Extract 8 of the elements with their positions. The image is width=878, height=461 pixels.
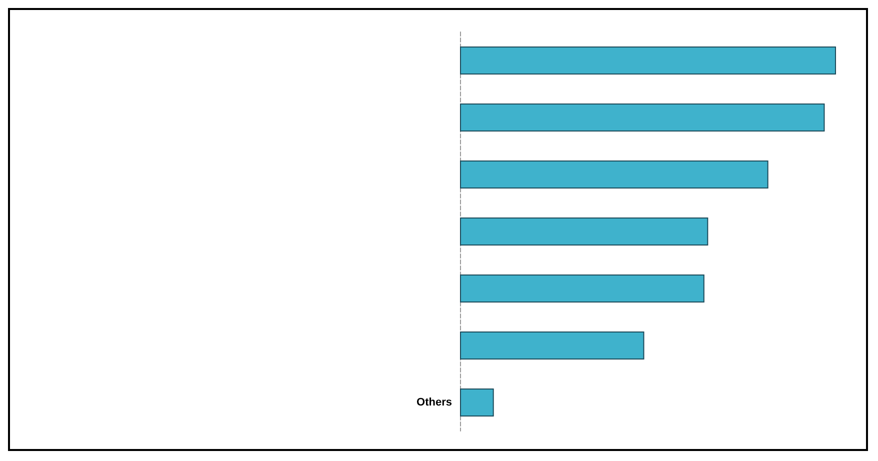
bar: [460, 104, 825, 132]
bar: [460, 218, 708, 246]
bar: [460, 388, 494, 416]
bar: [460, 160, 768, 188]
bar: [460, 332, 644, 360]
bar: [460, 274, 704, 302]
y-tick-label: Others: [416, 396, 452, 408]
bar: [460, 46, 836, 74]
